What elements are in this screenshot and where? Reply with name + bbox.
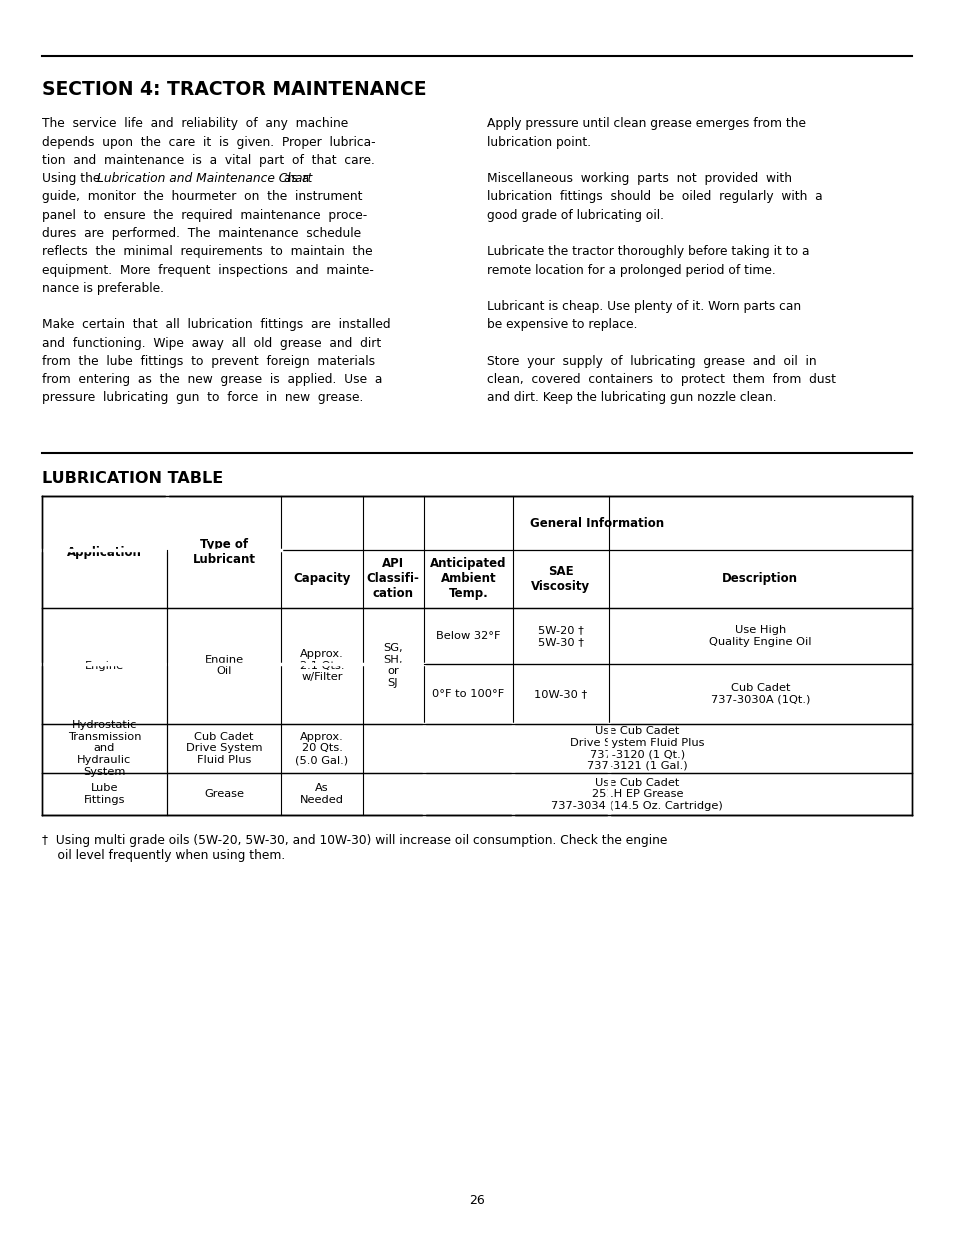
Text: 26: 26: [469, 1194, 484, 1207]
Text: Description: Description: [721, 572, 798, 585]
Text: The  service  life  and  reliability  of  any  machine: The service life and reliability of any …: [42, 117, 348, 131]
Text: Capacity: Capacity: [293, 572, 351, 585]
Text: lubrication point.: lubrication point.: [486, 136, 590, 148]
Text: Apply pressure until clean grease emerges from the: Apply pressure until clean grease emerge…: [486, 117, 804, 131]
Text: As
Needed: As Needed: [299, 783, 344, 805]
Text: good grade of lubricating oil.: good grade of lubricating oil.: [486, 209, 663, 222]
Text: reflects  the  minimal  requirements  to  maintain  the: reflects the minimal requirements to mai…: [42, 246, 373, 258]
Text: as a: as a: [279, 172, 309, 185]
Text: remote location for a prolonged period of time.: remote location for a prolonged period o…: [486, 263, 775, 277]
Text: 0°F to 100°F: 0°F to 100°F: [432, 689, 504, 699]
Text: Below 32°F: Below 32°F: [436, 631, 500, 641]
Text: Application: Application: [67, 546, 142, 558]
Text: and  functioning.  Wipe  away  all  old  grease  and  dirt: and functioning. Wipe away all old greas…: [42, 337, 381, 350]
Text: Store  your  supply  of  lubricating  grease  and  oil  in: Store your supply of lubricating grease …: [486, 354, 816, 368]
Text: Cub Cadet
Drive System
Fluid Plus: Cub Cadet Drive System Fluid Plus: [186, 732, 262, 764]
Text: SG,
SH,
or
SJ: SG, SH, or SJ: [383, 643, 402, 688]
Text: guide,  monitor  the  hourmeter  on  the  instrument: guide, monitor the hourmeter on the inst…: [42, 190, 362, 204]
Text: clean,  covered  containers  to  protect  them  from  dust: clean, covered containers to protect the…: [486, 373, 835, 387]
Text: Approx.
2.1 Qts.
w/Filter: Approx. 2.1 Qts. w/Filter: [299, 650, 344, 682]
Text: from  entering  as  the  new  grease  is  applied.  Use  a: from entering as the new grease is appli…: [42, 373, 382, 387]
Text: Make  certain  that  all  lubrication  fittings  are  installed: Make certain that all lubrication fittin…: [42, 319, 390, 331]
Text: Lubricate the tractor thoroughly before taking it to a: Lubricate the tractor thoroughly before …: [486, 246, 808, 258]
Text: equipment.  More  frequent  inspections  and  mainte-: equipment. More frequent inspections and…: [42, 263, 374, 277]
Text: Grease: Grease: [204, 789, 244, 799]
Text: Cub Cadet
737-3030A (1Qt.): Cub Cadet 737-3030A (1Qt.): [710, 683, 809, 705]
Text: SAE
Viscosity: SAE Viscosity: [531, 564, 590, 593]
Text: and dirt. Keep the lubricating gun nozzle clean.: and dirt. Keep the lubricating gun nozzl…: [486, 391, 776, 405]
Text: Miscellaneous  working  parts  not  provided  with: Miscellaneous working parts not provided…: [486, 172, 791, 185]
Text: Engine
Oil: Engine Oil: [204, 655, 244, 677]
Text: Lubrication and Maintenance Chart: Lubrication and Maintenance Chart: [97, 172, 313, 185]
Text: API
Classifi-
cation: API Classifi- cation: [366, 557, 419, 600]
Text: Use Cub Cadet
Drive System Fluid Plus
737-3120 (1 Qt.)
737-3121 (1 Gal.): Use Cub Cadet Drive System Fluid Plus 73…: [570, 726, 703, 771]
Text: be expensive to replace.: be expensive to replace.: [486, 319, 637, 331]
Text: LUBRICATION TABLE: LUBRICATION TABLE: [42, 471, 223, 485]
Text: pressure  lubricating  gun  to  force  in  new  grease.: pressure lubricating gun to force in new…: [42, 391, 363, 405]
Text: Lubricant is cheap. Use plenty of it. Worn parts can: Lubricant is cheap. Use plenty of it. Wo…: [486, 300, 800, 314]
Text: †  Using multi grade oils (5W-20, 5W-30, and 10W-30) will increase oil consumpti: † Using multi grade oils (5W-20, 5W-30, …: [42, 834, 667, 862]
Text: Engine: Engine: [85, 661, 124, 671]
Text: 5W-20 †
5W-30 †: 5W-20 † 5W-30 †: [537, 625, 583, 647]
Text: Use High
Quality Engine Oil: Use High Quality Engine Oil: [708, 625, 811, 647]
Text: lubrication  fittings  should  be  oiled  regularly  with  a: lubrication fittings should be oiled reg…: [486, 190, 821, 204]
Text: tion  and  maintenance  is  a  vital  part  of  that  care.: tion and maintenance is a vital part of …: [42, 154, 375, 167]
Text: General Information: General Information: [529, 516, 663, 530]
Text: Approx.
20 Qts.
(5.0 Gal.): Approx. 20 Qts. (5.0 Gal.): [295, 732, 348, 764]
Text: Hydrostatic
Transmission
and
Hydraulic
System: Hydrostatic Transmission and Hydraulic S…: [68, 720, 141, 777]
Text: SECTION 4: TRACTOR MAINTENANCE: SECTION 4: TRACTOR MAINTENANCE: [42, 80, 426, 99]
Text: dures  are  performed.  The  maintenance  schedule: dures are performed. The maintenance sch…: [42, 227, 361, 240]
Text: Using the: Using the: [42, 172, 104, 185]
Text: 10W-30 †: 10W-30 †: [534, 689, 587, 699]
Text: Lube
Fittings: Lube Fittings: [84, 783, 125, 805]
Text: Use Cub Cadet
251H EP Grease
737-3034 (14.5 Oz. Cartridge): Use Cub Cadet 251H EP Grease 737-3034 (1…: [551, 778, 722, 810]
Text: Anticipated
Ambient
Temp.: Anticipated Ambient Temp.: [430, 557, 506, 600]
Text: panel  to  ensure  the  required  maintenance  proce-: panel to ensure the required maintenance…: [42, 209, 367, 222]
Text: from  the  lube  fittings  to  prevent  foreign  materials: from the lube fittings to prevent foreig…: [42, 354, 375, 368]
Text: depends  upon  the  care  it  is  given.  Proper  lubrica-: depends upon the care it is given. Prope…: [42, 136, 375, 148]
Text: Type of
Lubricant: Type of Lubricant: [193, 538, 255, 566]
Text: nance is preferable.: nance is preferable.: [42, 282, 164, 295]
